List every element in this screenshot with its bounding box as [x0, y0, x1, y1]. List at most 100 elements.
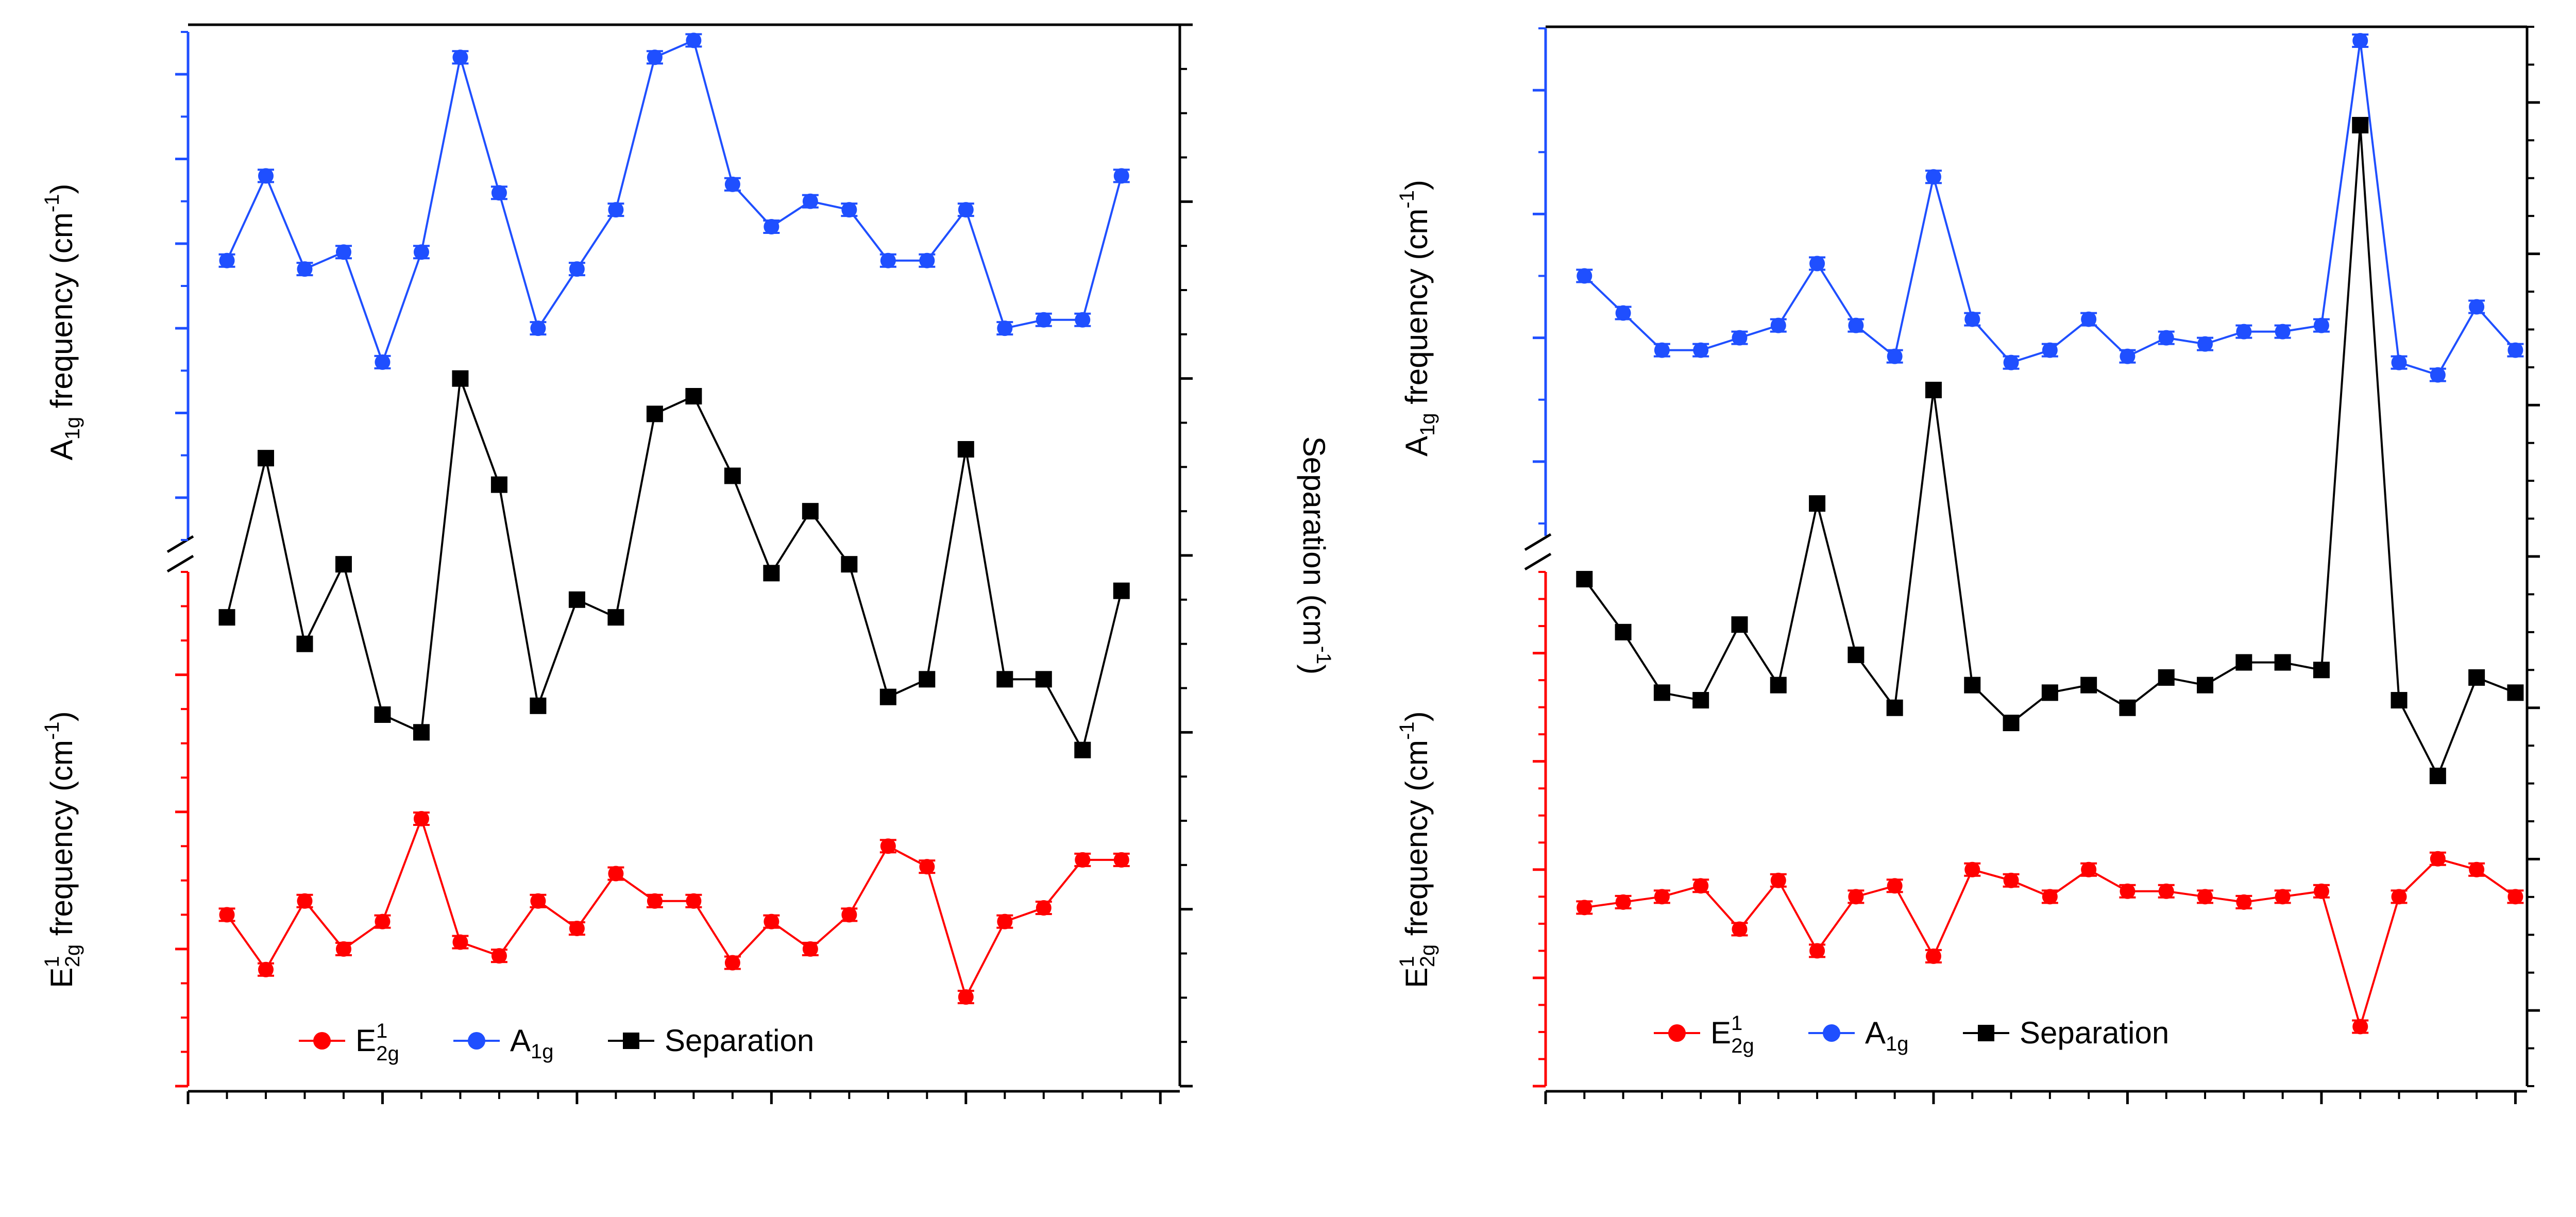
- axis-break-mark: [166, 554, 194, 573]
- data-point-a1g: [608, 202, 624, 218]
- data-point-a1g: [2313, 317, 2329, 333]
- data-point-e2g: [1693, 878, 1709, 894]
- data-point-e2g: [2120, 883, 2136, 899]
- data-point-e2g: [686, 893, 702, 909]
- series-sep: [1576, 116, 2524, 784]
- data-point-a1g: [1925, 169, 1941, 185]
- data-point-sep: [2080, 677, 2097, 694]
- data-point-e2g: [608, 866, 624, 882]
- series-a1g: [218, 32, 1130, 370]
- legend: E1 2g A1g Separation: [1654, 1012, 2169, 1057]
- data-point-sep: [1035, 671, 1052, 688]
- data-point-a1g: [2158, 330, 2174, 346]
- data-point-sep: [1576, 571, 1593, 588]
- data-point-sep: [452, 370, 469, 387]
- data-point-sep: [257, 450, 274, 467]
- data-point-e2g: [647, 893, 663, 909]
- data-point-sep: [841, 556, 858, 573]
- legend-marker-a1g: [1823, 1024, 1840, 1042]
- data-point-sep: [1692, 692, 1709, 709]
- data-point-e2g: [1654, 889, 1670, 905]
- a1g-axis-title: A1g frequency (cm-1): [41, 184, 84, 461]
- a1g-axis-title: A1g frequency (cm-1): [1396, 180, 1439, 457]
- data-point-e2g: [413, 811, 429, 827]
- data-point-e2g: [2391, 889, 2407, 905]
- data-point-a1g: [569, 261, 585, 277]
- data-point-a1g: [1036, 312, 1052, 328]
- data-point-e2g: [1964, 861, 1980, 877]
- data-point-a1g: [2042, 342, 2058, 358]
- data-point-e2g: [1770, 872, 1786, 888]
- data-point-sep: [2468, 669, 2485, 686]
- panel-b: A1g frequency (cm-1) E12g frequency (cm-1…: [1396, 25, 2540, 1104]
- data-point-sep: [2507, 684, 2524, 701]
- axis-break-mark: [1524, 533, 1552, 551]
- series-a1g: [1576, 33, 2524, 383]
- data-point-a1g: [841, 202, 857, 218]
- data-point-a1g: [1848, 317, 1864, 333]
- data-point-sep: [2391, 692, 2408, 709]
- legend: E1 2g A1g Separation: [299, 1020, 814, 1065]
- legend-marker-sep: [1978, 1025, 1994, 1041]
- data-point-e2g: [297, 893, 313, 909]
- data-point-sep: [218, 609, 235, 626]
- data-point-e2g: [1887, 878, 1903, 894]
- data-point-sep: [996, 671, 1013, 688]
- legend-marker-e2g: [1668, 1024, 1686, 1042]
- data-point-a1g: [2120, 348, 2136, 364]
- data-point-a1g: [2430, 367, 2446, 383]
- data-point-e2g: [802, 941, 818, 957]
- data-point-a1g: [413, 244, 429, 260]
- data-point-e2g: [2352, 1019, 2368, 1035]
- data-point-sep: [2352, 116, 2369, 133]
- data-point-e2g: [335, 941, 351, 957]
- data-point-a1g: [2352, 33, 2368, 49]
- data-point-a1g: [491, 185, 507, 201]
- data-point-a1g: [2507, 342, 2523, 358]
- series-e2g: [218, 811, 1130, 1005]
- data-point-e2g: [1577, 900, 1592, 916]
- data-point-e2g: [219, 907, 235, 923]
- data-point-sep: [1809, 495, 1826, 512]
- series-e2g: [1576, 851, 2524, 1035]
- data-point-sep: [1731, 616, 1748, 633]
- data-point-a1g: [802, 193, 818, 209]
- data-point-sep: [1615, 623, 1632, 640]
- data-point-a1g: [2275, 324, 2291, 340]
- data-point-a1g: [2236, 324, 2252, 340]
- data-point-a1g: [1654, 342, 1670, 358]
- legend-label-e2g: E1 2g: [355, 1020, 399, 1065]
- data-point-sep: [802, 503, 819, 520]
- separation-axis-title: Separation (cm-1): [1297, 436, 1335, 674]
- legend-marker-e2g: [313, 1032, 331, 1050]
- data-point-e2g: [2197, 889, 2213, 905]
- data-point-sep: [1886, 699, 1903, 716]
- data-point-e2g: [2275, 889, 2291, 905]
- data-point-e2g: [491, 948, 507, 964]
- data-point-a1g: [2081, 311, 2097, 327]
- data-point-a1g: [1577, 268, 1592, 284]
- data-point-e2g: [1809, 943, 1825, 959]
- data-point-a1g: [1615, 305, 1631, 321]
- panel-a: A1g frequency (cm-1) E12g frequency (cm-1…: [41, 23, 1335, 1104]
- data-point-e2g: [375, 914, 391, 929]
- data-point-a1g: [958, 202, 974, 218]
- data-point-a1g: [880, 252, 896, 268]
- data-point-sep: [607, 609, 624, 626]
- series-line-a1g: [1583, 40, 2516, 377]
- data-point-e2g: [841, 907, 857, 923]
- data-point-sep: [374, 706, 391, 723]
- e2g-axis-title: E12g frequency (cm-1): [41, 711, 84, 988]
- data-point-a1g: [1770, 317, 1786, 333]
- data-point-a1g: [919, 252, 935, 268]
- data-point-a1g: [724, 176, 740, 192]
- data-point-sep: [2313, 662, 2330, 679]
- data-point-a1g: [2003, 354, 2019, 370]
- data-point-sep: [2003, 715, 2020, 732]
- data-point-a1g: [2469, 299, 2485, 315]
- series-line-e2g: [226, 815, 1122, 1000]
- data-point-a1g: [1113, 168, 1129, 184]
- data-point-a1g: [2391, 354, 2407, 370]
- data-point-sep: [490, 476, 507, 493]
